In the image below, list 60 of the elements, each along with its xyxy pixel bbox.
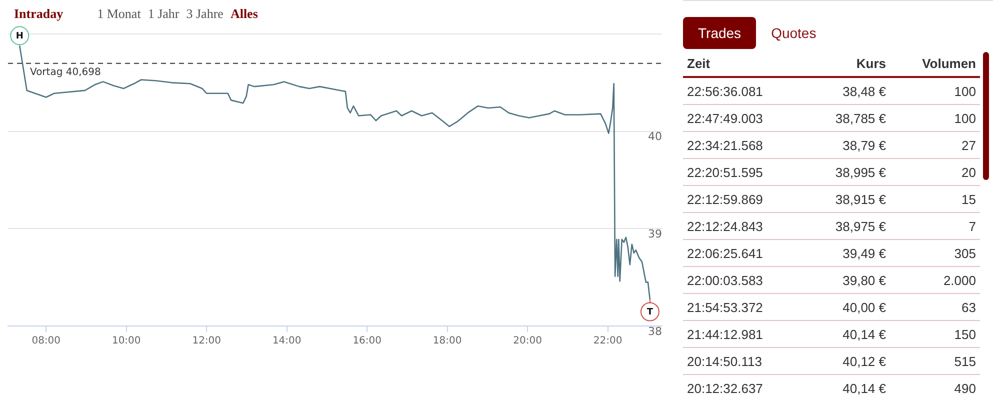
y-tick-label: 39 (648, 228, 662, 241)
text: 40,12 € (804, 348, 890, 374)
text: 100 (890, 104, 980, 132)
text: 22:56:36.081 (683, 77, 805, 104)
ref-line-label: Vortag 40,698 (30, 66, 101, 78)
text: 22:20:51.595 (683, 158, 805, 186)
text: 20:14:50.113 (683, 348, 805, 374)
text: 22:34:21.568 (683, 132, 805, 158)
category-label: Kurs (804, 51, 890, 77)
text: 22:12:24.843 (683, 212, 805, 240)
text: 7 (890, 212, 980, 240)
text: 1 Monat (97, 6, 141, 21)
category-label: Volumen (890, 51, 980, 77)
x-tick-label: 20:00 (513, 336, 542, 347)
text: Trades (683, 17, 756, 49)
text: 38,915 € (804, 186, 890, 212)
text: 20:12:32.637 (683, 374, 805, 398)
text: 490 (890, 374, 980, 398)
text: 15 (890, 186, 980, 212)
y-tick-label: 38 (648, 324, 662, 338)
text: 21:54:53.372 (683, 294, 805, 320)
text: 39,49 € (804, 240, 890, 266)
text: 22:47:49.003 (683, 104, 805, 132)
text: Alles (230, 6, 258, 21)
annotation: T (646, 308, 654, 318)
y-tick-label: 40 (648, 130, 662, 144)
x-tick-label: 16:00 (352, 336, 382, 347)
x-tick-label: 22:00 (593, 336, 622, 347)
text: 21:44:12.981 (683, 320, 805, 348)
text: 20 (890, 158, 980, 186)
text: 39,80 € (804, 266, 890, 294)
text: 38,975 € (804, 212, 890, 240)
text: 22:00:03.583 (683, 266, 805, 294)
x-tick-label: 18:00 (432, 336, 462, 347)
text: 1 Jahr (148, 6, 180, 21)
text: Quotes (770, 24, 818, 43)
text: 100 (890, 77, 980, 104)
text: 63 (890, 294, 980, 320)
text: 22:12:59.869 (683, 186, 805, 212)
text: 38,48 € (804, 77, 890, 104)
x-tick-label: 08:00 (32, 336, 61, 347)
annotation: H (16, 32, 24, 42)
text: 38,785 € (804, 104, 890, 132)
category-label: Zeit (683, 51, 805, 77)
text: 22:06:25.641 (683, 240, 805, 266)
text: 40,14 € (804, 374, 890, 398)
text: 305 (890, 240, 980, 266)
text: 40,14 € (804, 320, 890, 348)
text: 38,79 € (804, 132, 890, 158)
text: 3 Jahre (186, 6, 224, 21)
text: 2.000 (890, 266, 980, 294)
text: 150 (890, 320, 980, 348)
x-tick-label: 12:00 (192, 336, 222, 347)
text: 38,995 € (804, 158, 890, 186)
text: 27 (890, 132, 980, 158)
text: Intraday (14, 6, 64, 21)
text: 515 (890, 348, 980, 374)
x-tick-label: 14:00 (272, 336, 302, 347)
x-tick-label: 10:00 (112, 336, 141, 347)
text: 40,00 € (804, 294, 890, 320)
